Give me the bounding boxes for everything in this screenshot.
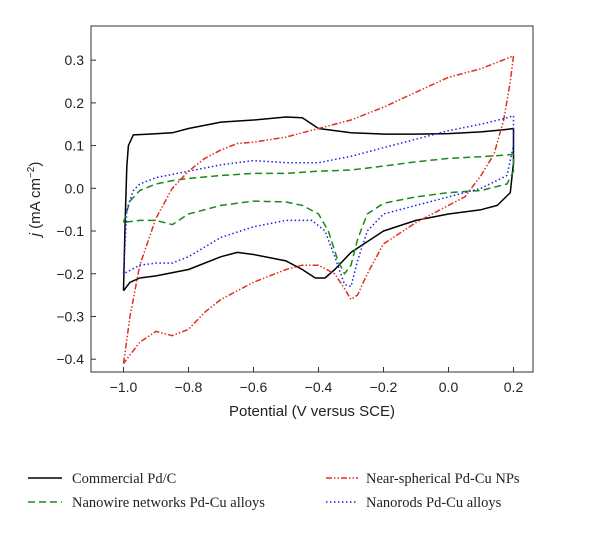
y-axis-title-close: ): [27, 162, 44, 167]
y-tick-label: 0.0: [65, 180, 85, 196]
x-tick-label: −0.6: [240, 379, 268, 395]
y-tick-label: −0.3: [56, 308, 84, 324]
y-axis-ticks: −0.4 −0.3 −0.2 −0.1 0.0 0.1 0.2 0.3: [56, 52, 96, 367]
x-tick-label: −1.0: [110, 379, 138, 395]
x-axis-ticks: −1.0 −0.8 −0.6 −0.4 −0.2 0.0 0.2: [110, 367, 524, 395]
legend-label-near-spherical: Near-spherical Pd-Cu NPs: [366, 471, 520, 487]
legend-label-nanowire: Nanowire networks Pd-Cu alloys: [72, 495, 265, 511]
x-tick-label: −0.2: [370, 379, 398, 395]
y-tick-label: −0.4: [56, 351, 84, 367]
x-tick-label: 0.2: [504, 379, 524, 395]
series-line-near-spherical-pd-cu-nps: [122, 55, 515, 364]
y-tick-label: −0.2: [56, 266, 84, 282]
y-tick-label: 0.2: [65, 95, 85, 111]
legend-label-commercial-pdc: Commercial Pd/C: [72, 471, 176, 487]
plot-frame: [90, 25, 534, 373]
y-axis-title-unit: (mA cm: [27, 178, 44, 233]
series-curves: [122, 55, 515, 364]
legend-label-nanorods: Nanorods Pd-Cu alloys: [366, 495, 502, 511]
y-axis-title-symbol: j: [27, 232, 44, 238]
x-axis-title: Potential (V versus SCE): [229, 403, 395, 420]
x-tick-label: 0.0: [439, 379, 459, 395]
y-tick-label: 0.3: [65, 52, 85, 68]
y-axis-title: j (mA cm−2): [26, 162, 44, 239]
series-line-nanorods-pd-cu-alloys: [122, 114, 515, 288]
y-tick-label: −0.1: [56, 223, 84, 239]
x-tick-label: −0.8: [175, 379, 203, 395]
series-line-nanowire-networks-pd-cu-alloys: [122, 153, 515, 275]
legend: Commercial Pd/C Nanowire networks Pd-Cu …: [28, 471, 520, 511]
y-axis-title-exponent: −2: [26, 166, 37, 178]
x-tick-label: −0.4: [305, 379, 333, 395]
y-tick-label: 0.1: [65, 138, 85, 154]
